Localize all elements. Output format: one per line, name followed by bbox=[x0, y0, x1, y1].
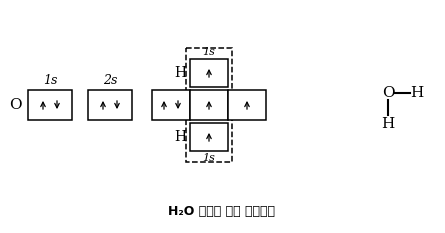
Text: H₂O अणु का बनना: H₂O अणु का बनना bbox=[169, 205, 275, 218]
Bar bbox=[190, 90, 228, 120]
Bar bbox=[186, 48, 232, 162]
Text: H: H bbox=[381, 117, 395, 131]
Text: H: H bbox=[410, 86, 424, 100]
Bar bbox=[28, 90, 72, 120]
Text: 1s: 1s bbox=[43, 74, 57, 87]
Text: 2p: 2p bbox=[201, 74, 217, 87]
Text: O: O bbox=[9, 98, 22, 112]
Text: 2s: 2s bbox=[103, 74, 117, 87]
Bar bbox=[152, 90, 190, 120]
Text: 1s: 1s bbox=[202, 153, 215, 163]
Text: O: O bbox=[382, 86, 394, 100]
Bar bbox=[228, 90, 266, 120]
Bar bbox=[88, 90, 132, 120]
Bar bbox=[190, 123, 228, 151]
Text: H: H bbox=[174, 66, 186, 80]
Bar bbox=[190, 59, 228, 87]
Text: H: H bbox=[174, 130, 186, 144]
Text: 1s: 1s bbox=[202, 47, 215, 57]
